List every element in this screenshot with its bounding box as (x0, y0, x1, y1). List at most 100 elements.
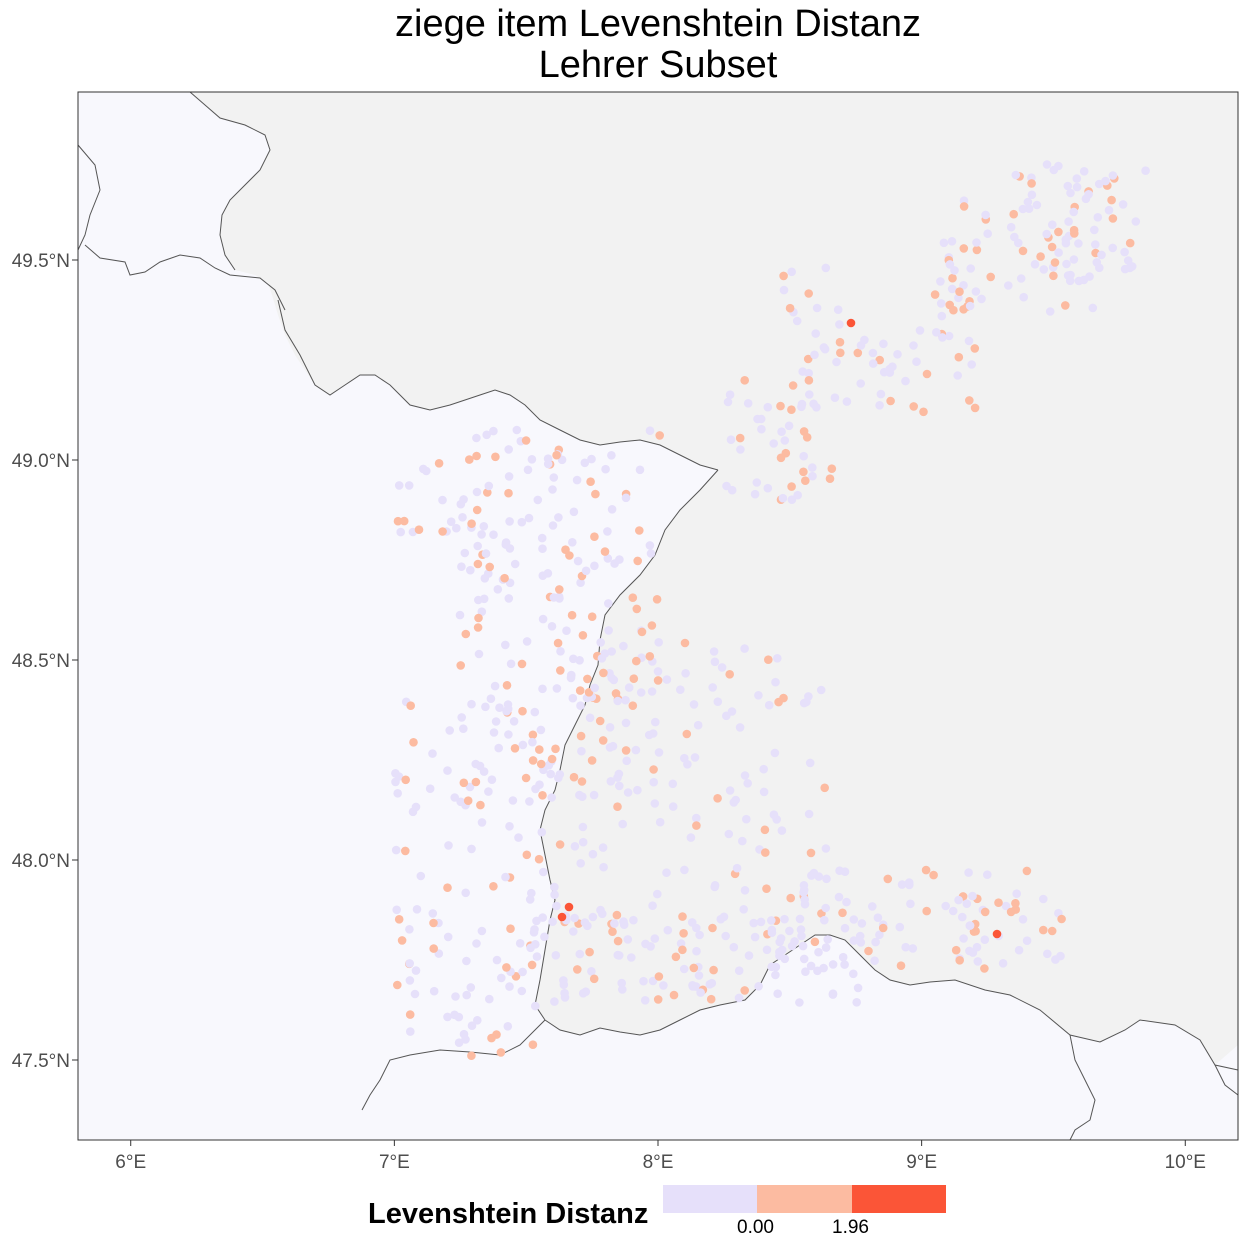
measurement-point (598, 909, 607, 919)
measurement-point (769, 810, 779, 819)
measurement-point (855, 931, 865, 941)
measurement-point (1093, 213, 1103, 222)
measurement-point (778, 493, 788, 503)
measurement-point (569, 507, 579, 517)
measurement-point (808, 463, 817, 472)
measurement-point (547, 754, 557, 764)
measurement-point (536, 725, 546, 735)
measurement-point (397, 936, 407, 945)
measurement-point (945, 260, 955, 269)
measurement-point (808, 471, 817, 481)
measurement-point (645, 541, 655, 550)
measurement-point (842, 897, 851, 907)
measurement-point (489, 426, 498, 436)
measurement-point (637, 627, 647, 637)
measurement-point (830, 393, 840, 403)
measurement-point (451, 992, 460, 1001)
measurement-point (964, 336, 974, 346)
measurement-point (651, 717, 660, 727)
measurement-point (454, 1038, 464, 1047)
measurement-point (953, 371, 962, 380)
measurement-point (740, 771, 750, 780)
measurement-point (394, 481, 404, 490)
measurement-point (587, 756, 597, 765)
measurement-point (1009, 209, 1018, 219)
measurement-point (608, 741, 618, 751)
measurement-point (795, 914, 805, 924)
measurement-point (588, 912, 598, 922)
measurement-point (551, 951, 561, 960)
measurement-point (489, 882, 498, 891)
measurement-point (1004, 281, 1013, 290)
measurement-point (729, 798, 739, 807)
measurement-point (941, 901, 950, 911)
border-line (84, 244, 286, 311)
measurement-point (456, 499, 466, 509)
measurement-point (1125, 238, 1135, 248)
measurement-point (821, 844, 831, 853)
measurement-point (742, 814, 751, 824)
measurement-point (472, 487, 482, 497)
measurement-point (1118, 200, 1128, 209)
measurement-point (682, 729, 692, 739)
measurement-point (567, 610, 577, 620)
measurement-point (659, 981, 668, 990)
measurement-point (743, 399, 753, 408)
measurement-point (560, 993, 570, 1002)
measurement-point (570, 842, 580, 851)
measurement-point (650, 799, 660, 808)
x-tick-label: 8°E (643, 1152, 674, 1173)
measurement-point (509, 717, 519, 726)
measurement-point (467, 1021, 477, 1030)
measurement-point (456, 661, 466, 670)
measurement-point (429, 918, 438, 928)
measurement-point (540, 932, 549, 942)
measurement-point (506, 924, 515, 933)
measurement-point (467, 699, 476, 709)
border-line (189, 91, 271, 271)
measurement-point (879, 367, 889, 377)
measurement-point (752, 478, 762, 487)
measurement-point (948, 906, 958, 916)
measurement-point (725, 670, 734, 679)
measurement-point (484, 481, 494, 491)
measurement-point (708, 683, 717, 692)
measurement-point (443, 1012, 452, 1022)
measurement-point (517, 517, 527, 527)
measurement-point (537, 827, 547, 837)
measurement-point (629, 915, 638, 925)
measurement-point (775, 937, 784, 947)
measurement-point (518, 740, 528, 750)
measurement-point (492, 955, 502, 965)
measurement-point (429, 986, 439, 996)
measurement-point (743, 779, 752, 788)
measurement-point (484, 787, 493, 796)
measurement-point (806, 961, 816, 971)
measurement-point (491, 452, 500, 462)
map-title: ziege item Levenshtein Distanz (395, 3, 921, 45)
measurement-point (1016, 274, 1026, 283)
measurement-point (615, 555, 624, 564)
measurement-point (473, 541, 483, 551)
measurement-point (512, 425, 522, 435)
measurement-point (814, 947, 823, 957)
measurement-point (668, 779, 678, 789)
measurement-point (653, 889, 662, 899)
measurement-point (754, 982, 763, 991)
measurement-point (561, 545, 570, 554)
measurement-point (1108, 243, 1117, 253)
measurement-point (773, 654, 782, 663)
measurement-point (444, 841, 453, 850)
measurement-point (799, 467, 808, 477)
measurement-point (539, 867, 548, 877)
measurement-point (870, 956, 879, 965)
measurement-point (578, 792, 587, 801)
measurement-point (622, 756, 631, 766)
measurement-point (879, 339, 888, 349)
measurement-point (554, 773, 563, 783)
measurement-point (692, 946, 701, 956)
measurement-point (871, 937, 880, 947)
measurement-point (811, 329, 820, 338)
measurement-point (405, 1010, 415, 1019)
measurement-point (502, 963, 511, 972)
